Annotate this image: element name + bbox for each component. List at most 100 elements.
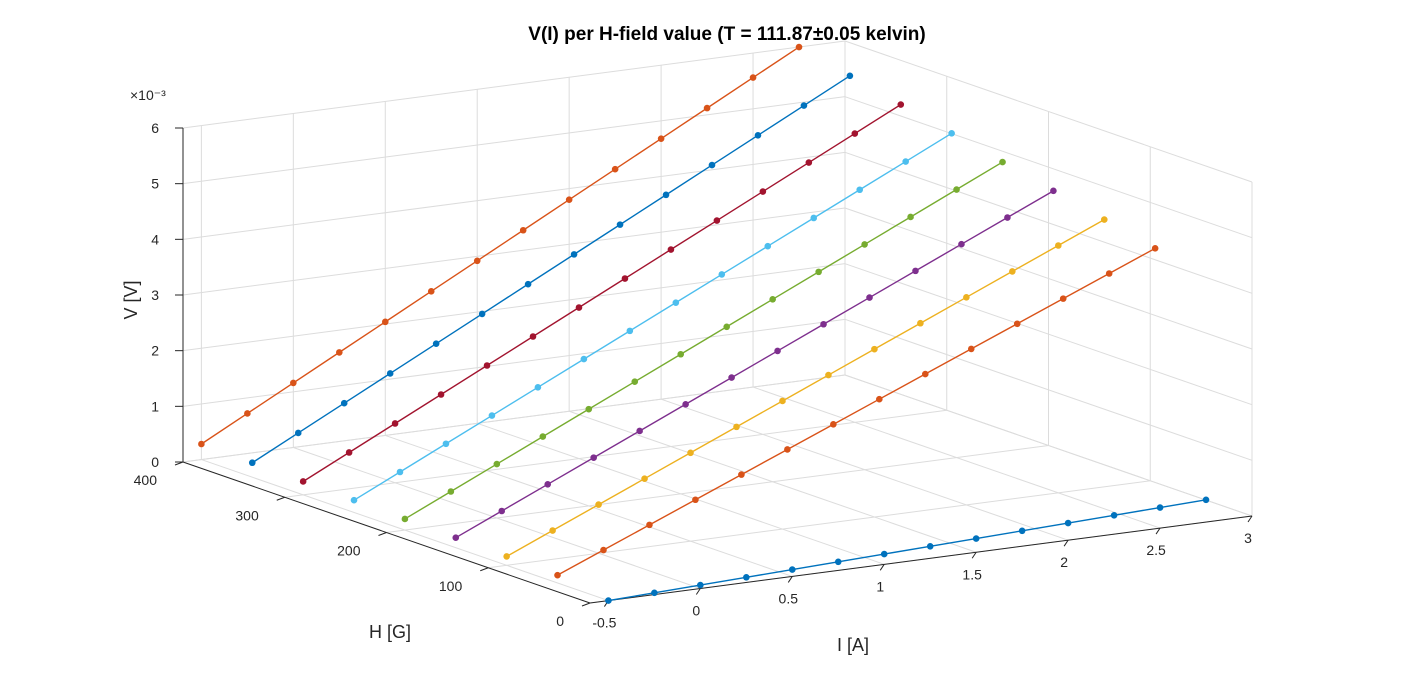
data-point [728,374,735,381]
data-point [483,362,491,369]
gridline-side-wall-v [844,96,1253,239]
data-point [488,412,496,419]
data-point [897,101,905,108]
data-point [876,395,883,403]
data-point [386,370,394,377]
data-point [452,534,460,541]
z-axis-label: V [V] [121,280,141,319]
gridline-side-wall-v [844,151,1253,294]
data-point [795,43,803,51]
data-point [651,589,658,597]
data-point [585,405,593,413]
data-point [902,158,909,165]
z-tick-label: 1 [151,398,159,414]
data-point [815,268,822,276]
data-point [738,471,745,478]
data-point [926,543,934,550]
y-axis-tick [378,532,387,536]
data-point [713,217,721,224]
data-point [529,333,537,340]
data-point [834,558,842,566]
data-point [381,318,389,326]
z-axis-exponent-label: ×10⁻³ [130,87,166,103]
z-tick-label: 6 [151,120,159,136]
z-tick-label: 3 [151,287,159,303]
data-point [646,521,653,529]
data-point [723,323,730,331]
data-point [1018,527,1026,535]
data-point [769,296,776,303]
data-point [657,135,665,142]
series-line [251,75,851,464]
series-line [506,218,1105,558]
data-point [1050,187,1057,195]
series-line [404,161,1003,520]
data-point [473,257,481,265]
data-point [600,546,607,554]
y-tick-label: 200 [337,543,361,559]
data-point [866,294,873,301]
y-axis-tick [276,496,285,501]
data-point [718,271,726,278]
gridline-side-wall-v [844,263,1253,406]
data-point [779,397,786,405]
gridline-floor-h [488,480,1151,569]
x-tick-label: -0.5 [592,615,616,631]
data-point [432,340,440,347]
x-axis-tick [971,551,977,559]
y-tick-label: 0 [556,613,564,629]
chart-title: V(I) per H-field value (T = 111.87±0.05 … [528,24,925,45]
z-tick-label: 0 [151,454,159,470]
data-point [1009,268,1016,275]
data-point [677,350,685,358]
data-point [851,130,859,137]
chart-axes [174,127,1253,607]
data-point [1156,504,1164,511]
data-point [544,481,552,488]
data-point [580,355,588,363]
series-line [201,46,800,445]
data-point [672,299,680,306]
data-point [340,399,348,407]
data-point [830,421,837,428]
data-point [963,294,970,301]
gridline-side-wall-v [844,40,1253,183]
data-point [917,319,924,327]
x-axis-tick [879,564,885,571]
chart-tick-labels: -0.5 0 0.5 1 1.5 2 2.5 3 0 100 200 300 400 0 1 2 3 4 5 6 [134,120,1252,631]
data-point [805,159,813,166]
data-point [810,214,818,222]
gridline-floor-h [386,445,1049,533]
x-tick-label: 2 [1060,554,1068,570]
y-tick-label: 400 [134,472,158,488]
data-point [590,454,597,461]
data-point [733,423,740,431]
data-point [299,478,307,485]
data-point [575,304,583,311]
data-point [784,446,791,453]
data-point [692,496,699,504]
data-point [921,370,929,378]
data-point [570,251,578,258]
data-point [687,449,694,457]
data-point [350,496,358,504]
data-point [1202,496,1210,504]
data-point [621,275,629,282]
data-point [1004,214,1011,221]
data-point [743,574,750,581]
data-point [958,240,965,248]
x-axis-line [589,515,1253,604]
y-axis-tick [581,602,591,607]
data-point [667,246,675,253]
series-line [353,132,953,501]
data-point [907,213,914,221]
series-line [455,190,1054,539]
y-axis-tick [480,567,489,572]
data-point [953,186,960,193]
gridline-back-wall-v [182,263,846,352]
data-point [1110,511,1118,519]
x-tick-label: 3 [1244,530,1252,546]
data-point [861,241,868,248]
data-point [427,288,435,295]
data-point [682,400,689,408]
